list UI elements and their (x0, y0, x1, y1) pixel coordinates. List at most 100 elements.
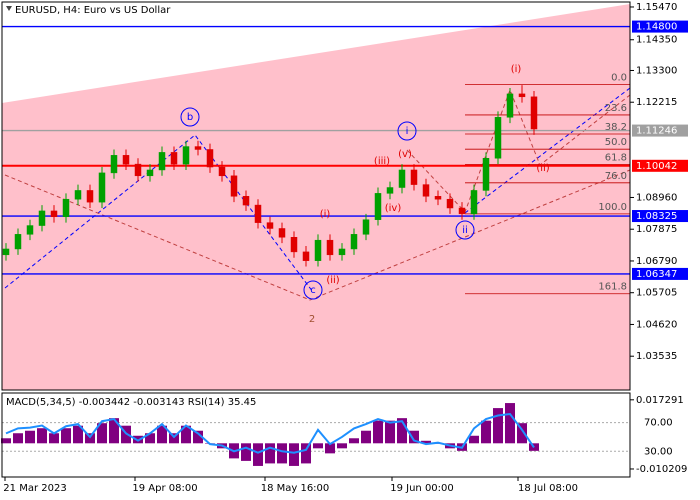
x-tick-label: 21 Mar 2023 (3, 483, 66, 494)
candle-body (458, 207, 466, 215)
candle-body (206, 149, 214, 168)
candle-body (302, 251, 310, 261)
macd-bar (349, 438, 359, 444)
candle-body (482, 158, 490, 191)
candle-body (98, 172, 106, 203)
candle-body (350, 234, 358, 250)
candle-body (242, 196, 250, 206)
candle-body (434, 196, 442, 200)
chart-title: EURUSD, H4: Euro vs US Dollar (15, 5, 171, 16)
macd-bar (181, 425, 191, 444)
candle-body (146, 169, 154, 177)
main-pane-frame (1, 1, 631, 391)
candle-body (386, 187, 394, 194)
macd-bar (25, 430, 35, 444)
level-label: 1.08325 (636, 211, 677, 222)
y-tick-label: 1.13300 (636, 65, 677, 76)
fib-label: 23.6 (605, 103, 627, 114)
x-tick-label: 18 Jul 08:00 (518, 483, 578, 494)
fib-label: 50.0 (605, 137, 627, 148)
macd-bar (313, 443, 323, 449)
macd-bar (361, 430, 371, 444)
macd-bar (385, 420, 395, 444)
macd-bar (289, 443, 299, 466)
macd-bar (325, 443, 335, 454)
candle-body (62, 198, 70, 218)
macd-bar (97, 423, 107, 444)
wave-label: (i) (320, 209, 331, 220)
macd-bar (241, 443, 251, 461)
macd-bar (277, 443, 287, 464)
candle-body (14, 234, 22, 250)
fib-label: 76.0 (605, 171, 627, 182)
macd-bar (1, 438, 11, 444)
y-tick-label: 1.06790 (636, 256, 677, 267)
level-box (632, 159, 688, 172)
candle-body (194, 146, 202, 150)
candle-body (422, 184, 430, 197)
macd-bar (265, 443, 275, 464)
macd-bar (49, 433, 59, 444)
macd-bar (337, 443, 347, 449)
candle-body (530, 96, 538, 130)
candle-body (326, 239, 334, 256)
macd-bar (109, 418, 119, 444)
candle-body (110, 155, 118, 174)
candle-body (494, 117, 502, 159)
candle-body (362, 219, 370, 235)
fib-label: 0.0 (611, 73, 627, 84)
indicator-text: MACD(5,34,5) -0.003442 -0.003143 RSI(14)… (6, 397, 256, 408)
symbol-icon (6, 6, 12, 11)
macd-bar (145, 433, 155, 444)
candle-body (122, 155, 130, 165)
y-tick-label: 1.07875 (636, 224, 677, 235)
candle-body (446, 198, 454, 209)
y-tick-label: 1.08960 (636, 192, 677, 203)
macd-bar (61, 428, 71, 444)
wave-label: (ii) (536, 163, 549, 174)
rsi-tick-label: 30.00 (644, 446, 673, 457)
level-label: 1.10042 (636, 161, 677, 172)
wave-label: b (187, 112, 193, 123)
level-box (632, 20, 688, 33)
wave-label: c (310, 285, 316, 296)
content: 1.15470 1.14350 1.13300 1.12215 1.08960 1.078… (1, 2, 688, 494)
x-tick-label: 18 May 16:00 (261, 483, 330, 494)
candle-body (86, 190, 94, 203)
macd-bar (397, 418, 407, 444)
wave-label: (iv) (385, 203, 402, 214)
level-box (632, 210, 688, 223)
y-tick-label: 1.12215 (636, 97, 677, 108)
candle-body (2, 248, 10, 256)
y-tick-label: 1.04620 (636, 319, 677, 330)
macd-bar (193, 430, 203, 444)
wave-label: (ii) (326, 275, 339, 286)
candle-body (134, 163, 142, 177)
macd-tick-label: 0.017291 (636, 395, 684, 406)
y-tick-label: 1.05705 (636, 288, 677, 299)
macd-bar (73, 425, 83, 444)
macd-bar (469, 435, 479, 444)
candle-body (74, 190, 82, 200)
candle-body (410, 169, 418, 185)
y-tick-label: 1.03535 (636, 351, 677, 362)
fib-label: 38.2 (605, 122, 627, 133)
wave-label: 2 (309, 314, 315, 325)
macd-bar (157, 425, 167, 444)
channel-edge (2, 2, 630, 103)
fib-label: 61.8 (605, 152, 627, 163)
candle-body (266, 222, 274, 229)
rsi-line (5, 412, 535, 454)
indicator-pane-frame (1, 392, 631, 478)
fib-label: 100.0 (598, 202, 627, 213)
macd-bar (13, 433, 23, 444)
wave-label: (v) (398, 149, 412, 160)
candle-body (470, 190, 478, 215)
candle-body (158, 152, 166, 171)
candle-body (182, 146, 190, 165)
rsi-tick-label: 70.00 (644, 418, 673, 429)
wave-label: ii (462, 225, 468, 236)
candle-body (50, 210, 58, 218)
